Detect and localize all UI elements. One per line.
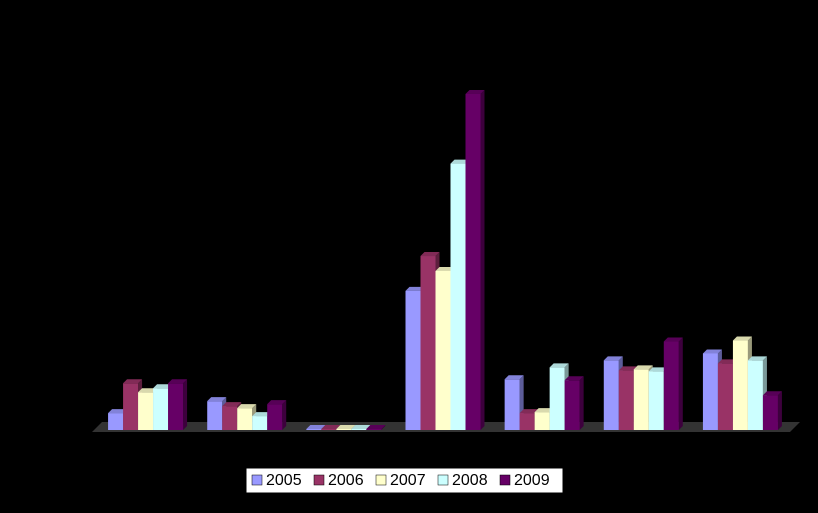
bar-top xyxy=(420,252,440,257)
bar-top xyxy=(222,402,242,407)
bar-top xyxy=(564,376,584,381)
bar xyxy=(663,341,679,430)
bar-top xyxy=(717,359,737,364)
bar-top xyxy=(306,425,326,430)
legend-label: 2009 xyxy=(514,472,550,489)
bar xyxy=(252,416,268,430)
bar xyxy=(465,93,481,431)
bar xyxy=(207,401,223,430)
bar xyxy=(366,429,382,430)
bar xyxy=(267,404,283,430)
bar xyxy=(519,413,535,430)
bar-top xyxy=(207,397,227,402)
bar xyxy=(732,340,748,430)
legend-swatch xyxy=(251,474,263,486)
bar-side xyxy=(777,391,782,430)
bar-top xyxy=(405,286,425,291)
bar-top xyxy=(504,375,524,380)
legend-label: 2005 xyxy=(266,472,302,489)
bar-top xyxy=(336,425,356,430)
bar-side xyxy=(579,376,584,430)
bar-top xyxy=(267,400,287,405)
bar-side xyxy=(183,379,188,430)
bar-top xyxy=(549,363,569,368)
bar xyxy=(405,290,421,430)
bar-top xyxy=(321,425,341,430)
bar-top xyxy=(450,159,470,164)
bar xyxy=(702,353,718,430)
bar xyxy=(123,383,139,430)
bar xyxy=(138,392,154,430)
bar xyxy=(549,367,565,430)
bar xyxy=(603,360,619,430)
bar-top xyxy=(252,412,272,417)
bar xyxy=(564,380,580,430)
bar-side xyxy=(381,425,386,430)
bar-top xyxy=(603,356,623,361)
bar xyxy=(762,395,778,430)
bar-top xyxy=(732,336,752,341)
bar xyxy=(618,370,634,430)
bar xyxy=(435,270,451,430)
bar xyxy=(321,429,337,430)
bar-side xyxy=(480,89,485,431)
bar-top xyxy=(648,367,668,372)
bar-top xyxy=(366,425,386,430)
bar-top xyxy=(762,391,782,396)
bar xyxy=(168,383,184,430)
bar xyxy=(420,256,436,430)
bar xyxy=(237,408,253,430)
bar-top xyxy=(123,379,143,384)
bar xyxy=(351,429,367,430)
bar-top xyxy=(663,337,683,342)
legend-label: 2008 xyxy=(452,472,488,489)
bar-top xyxy=(108,409,128,414)
bar-top xyxy=(351,425,371,430)
bar xyxy=(504,379,520,430)
legend-label: 2006 xyxy=(328,472,364,489)
bar-top xyxy=(465,89,485,94)
bar-top xyxy=(138,388,158,393)
bar-top xyxy=(168,379,188,384)
bar-side xyxy=(282,400,287,430)
bar xyxy=(717,363,733,430)
bar-top xyxy=(534,408,554,413)
bar xyxy=(153,388,169,430)
bar-top xyxy=(747,356,767,361)
bar xyxy=(648,371,664,430)
bar-top xyxy=(702,349,722,354)
bar xyxy=(633,369,649,430)
bar xyxy=(108,413,124,430)
legend-swatch xyxy=(313,474,325,486)
bar-top xyxy=(633,365,653,370)
legend-label: 2007 xyxy=(390,472,426,489)
legend-swatch xyxy=(375,474,387,486)
bar xyxy=(450,163,466,430)
legend-swatch xyxy=(437,474,449,486)
bar xyxy=(747,360,763,430)
legend-swatch xyxy=(499,474,511,486)
bar-top xyxy=(519,409,539,414)
bar-top xyxy=(618,366,638,371)
bar xyxy=(534,412,550,430)
bar xyxy=(336,429,352,430)
bar-side xyxy=(678,337,683,430)
bar-top xyxy=(153,384,173,389)
bar-top xyxy=(237,404,257,409)
bar-top xyxy=(435,266,455,271)
bar xyxy=(306,429,322,430)
bar xyxy=(222,406,238,430)
